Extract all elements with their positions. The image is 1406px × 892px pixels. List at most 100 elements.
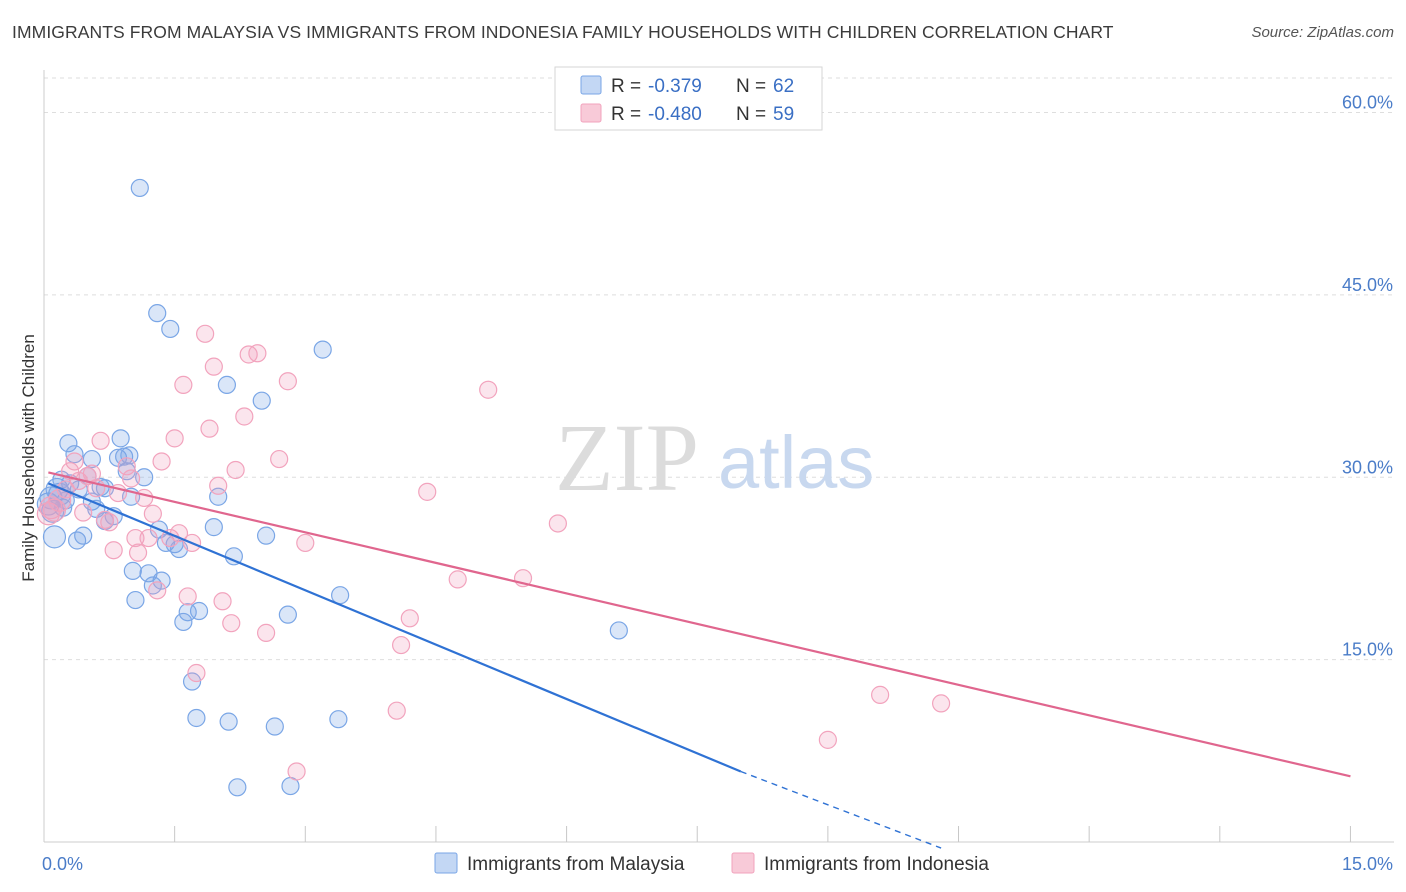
data-point-malaysia <box>278 605 297 624</box>
legend-r-value-1: -0.379 <box>648 76 702 97</box>
x-axis-ticks <box>174 826 1351 842</box>
inset-legend: R = -0.379 N = 62 R = -0.480 N = 59 <box>554 66 823 131</box>
data-point-indonesia <box>213 592 232 611</box>
data-point-malaysia <box>82 449 102 469</box>
data-point-indonesia <box>270 449 289 469</box>
data-point-malaysia <box>111 429 130 448</box>
data-point-indonesia <box>104 541 123 560</box>
data-point-malaysia <box>189 601 209 621</box>
data-point-malaysia <box>41 499 65 523</box>
watermark: ZIP atlas <box>555 404 874 511</box>
data-point-indonesia <box>128 543 148 562</box>
data-point-indonesia <box>174 375 193 394</box>
series-indonesia-points <box>36 324 951 781</box>
data-point-indonesia <box>196 324 215 343</box>
y-tick-label: 15.0% <box>1342 640 1393 660</box>
data-point-malaysia <box>135 468 154 487</box>
legend-swatch-indonesia <box>580 103 602 123</box>
data-point-malaysia <box>161 319 180 339</box>
data-point-indonesia <box>91 431 110 450</box>
data-point-indonesia <box>187 663 206 683</box>
data-point-indonesia <box>178 587 197 606</box>
data-point-indonesia <box>387 701 406 720</box>
bottom-legend-swatch-malaysia <box>434 852 458 874</box>
data-point-malaysia <box>313 340 332 359</box>
data-point-indonesia <box>818 730 837 749</box>
data-point-indonesia <box>152 452 171 471</box>
legend-r-label-2: R = <box>611 104 641 125</box>
data-point-malaysia <box>187 708 206 728</box>
data-point-malaysia <box>252 391 271 410</box>
data-point-indonesia <box>256 623 276 642</box>
x-axis-tick-labels: 0.0% 15.0% <box>42 854 1393 874</box>
series-malaysia-points <box>36 178 628 797</box>
bottom-legend-swatch-indonesia <box>731 852 755 874</box>
source-credit: Source: ZipAtlas.com <box>1251 24 1394 41</box>
data-point-indonesia <box>121 469 141 488</box>
data-point-malaysia <box>65 445 84 464</box>
data-point-indonesia <box>248 344 267 363</box>
data-point-indonesia <box>143 504 162 523</box>
data-point-indonesia <box>204 357 223 376</box>
data-point-indonesia <box>135 488 154 508</box>
data-point-indonesia <box>148 581 167 600</box>
y-axis-tick-labels: 15.0% 30.0% 45.0% 60.0% <box>1342 93 1393 660</box>
data-point-malaysia <box>609 621 628 640</box>
legend-r-value-2: -0.480 <box>648 104 702 125</box>
data-point-indonesia <box>100 513 119 532</box>
data-point-malaysia <box>126 590 145 610</box>
data-point-malaysia <box>67 531 87 550</box>
trend-line-indonesia <box>48 471 1351 778</box>
data-point-indonesia <box>226 460 245 480</box>
data-point-indonesia <box>400 609 419 628</box>
data-point-indonesia <box>418 482 437 501</box>
data-point-malaysia <box>42 525 67 549</box>
data-point-indonesia <box>931 694 951 713</box>
data-point-malaysia <box>174 612 193 632</box>
chart-title: IMMIGRANTS FROM MALAYSIA VS IMMIGRANTS F… <box>12 22 1114 42</box>
data-point-malaysia <box>59 434 78 453</box>
data-point-indonesia <box>48 488 72 512</box>
data-point-indonesia <box>278 372 297 391</box>
data-point-indonesia <box>871 685 890 704</box>
data-point-malaysia <box>148 304 167 323</box>
legend-r-label-1: R = <box>611 76 641 97</box>
data-point-malaysia <box>130 178 149 198</box>
data-point-indonesia <box>165 429 184 448</box>
data-point-malaysia <box>219 712 238 731</box>
data-point-indonesia <box>296 533 315 553</box>
data-point-indonesia <box>222 614 241 633</box>
watermark-zip: ZIP <box>555 404 699 511</box>
data-point-malaysia <box>228 778 247 797</box>
y-tick-label: 45.0% <box>1342 275 1393 295</box>
data-point-malaysia <box>152 571 171 590</box>
y-tick-label: 30.0% <box>1342 457 1393 477</box>
trend-line-malaysia-extension <box>740 770 942 849</box>
data-point-malaysia <box>217 375 237 394</box>
data-point-malaysia <box>265 717 284 736</box>
data-point-malaysia <box>182 672 202 691</box>
bottom-legend-label-indonesia: Immigrants from Indonesia <box>764 854 989 875</box>
data-point-malaysia <box>204 518 223 537</box>
data-point-malaysia <box>74 526 93 545</box>
data-point-indonesia <box>65 452 84 471</box>
y-tick-label: 60.0% <box>1342 93 1393 113</box>
data-point-malaysia <box>329 710 348 729</box>
data-point-indonesia <box>139 528 158 548</box>
gridlines <box>44 77 1394 661</box>
trend-line-malaysia <box>47 482 742 773</box>
data-point-indonesia <box>235 407 254 426</box>
data-point-indonesia <box>74 503 93 522</box>
data-point-indonesia <box>548 514 567 533</box>
data-point-malaysia <box>256 526 276 545</box>
legend-swatch-malaysia <box>580 75 602 95</box>
bottom-legend: Immigrants from Malaysia Immigrants from… <box>434 852 989 875</box>
legend-n-value-1: 62 <box>773 76 794 97</box>
y-axis-label: Family Households with Children <box>19 334 38 582</box>
trend-lines <box>47 471 1351 849</box>
data-point-indonesia <box>126 528 145 548</box>
legend-n-label-2: N = <box>736 104 766 125</box>
watermark-atlas: atlas <box>718 421 874 504</box>
data-point-indonesia <box>479 380 498 399</box>
legend-n-value-2: 59 <box>773 104 794 125</box>
